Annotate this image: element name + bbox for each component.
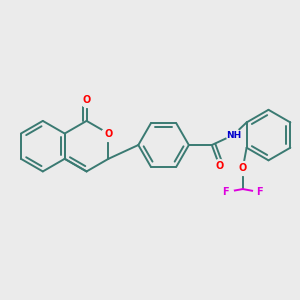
Text: NH: NH [226, 130, 241, 140]
Text: O: O [238, 164, 247, 173]
Text: F: F [256, 187, 263, 197]
Text: O: O [104, 128, 112, 139]
Text: F: F [223, 187, 229, 197]
Text: O: O [215, 161, 223, 171]
Text: O: O [82, 95, 91, 105]
